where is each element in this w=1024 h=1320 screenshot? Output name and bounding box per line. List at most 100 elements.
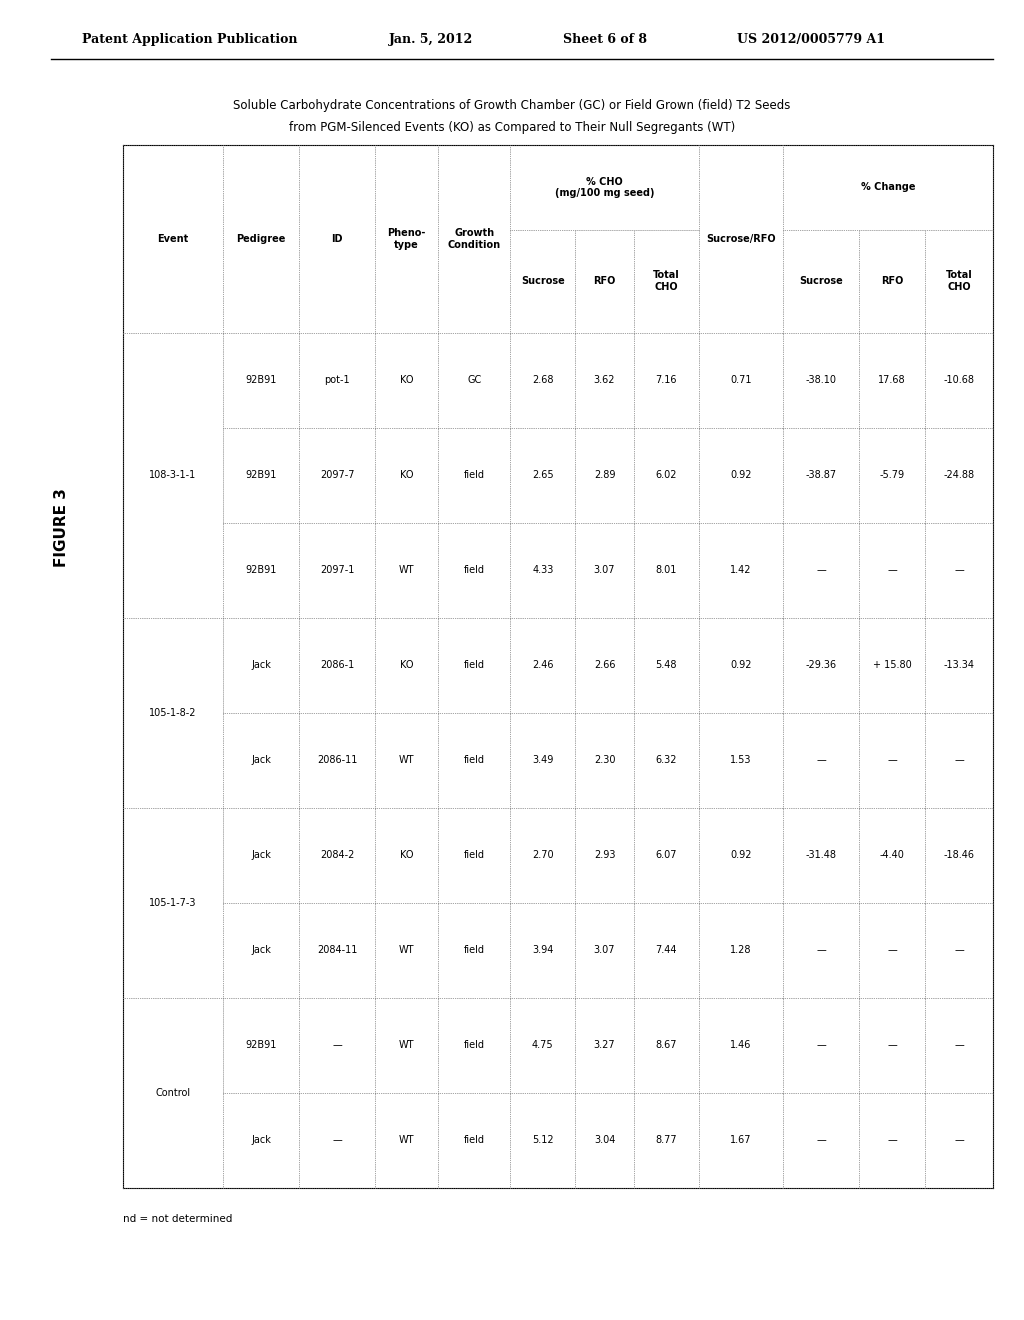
Text: KO: KO	[400, 470, 414, 480]
Text: Growth
Condition: Growth Condition	[447, 228, 501, 249]
Text: field: field	[464, 755, 484, 766]
Text: RFO: RFO	[881, 276, 903, 286]
Text: 2.70: 2.70	[532, 850, 554, 861]
Text: US 2012/0005779 A1: US 2012/0005779 A1	[737, 33, 886, 46]
Text: 1.46: 1.46	[730, 1040, 752, 1051]
Text: 7.44: 7.44	[655, 945, 677, 956]
Text: 2086-11: 2086-11	[316, 755, 357, 766]
Text: 0.92: 0.92	[730, 660, 752, 671]
Text: —: —	[954, 755, 964, 766]
Text: —: —	[816, 755, 826, 766]
Text: 108-3-1-1: 108-3-1-1	[150, 470, 197, 480]
Text: 92B91: 92B91	[246, 470, 276, 480]
Text: -10.68: -10.68	[943, 375, 975, 385]
Text: WT: WT	[399, 1135, 415, 1146]
Text: —: —	[816, 565, 826, 576]
Text: ID: ID	[332, 234, 343, 244]
Text: -31.48: -31.48	[806, 850, 837, 861]
Text: —: —	[816, 1040, 826, 1051]
Text: 92B91: 92B91	[246, 1040, 276, 1051]
Text: —: —	[887, 945, 897, 956]
Text: 5.48: 5.48	[655, 660, 677, 671]
Text: 2.46: 2.46	[532, 660, 554, 671]
Text: 4.33: 4.33	[532, 565, 553, 576]
Text: -5.79: -5.79	[880, 470, 904, 480]
Text: field: field	[464, 945, 484, 956]
Text: 2086-1: 2086-1	[319, 660, 354, 671]
Text: KO: KO	[400, 850, 414, 861]
Text: 105-1-8-2: 105-1-8-2	[150, 708, 197, 718]
Text: field: field	[464, 1040, 484, 1051]
Text: 2097-7: 2097-7	[319, 470, 354, 480]
Text: 8.01: 8.01	[655, 565, 677, 576]
Text: 2097-1: 2097-1	[319, 565, 354, 576]
Text: 92B91: 92B91	[246, 375, 276, 385]
Text: 2.30: 2.30	[594, 755, 615, 766]
Text: Jack: Jack	[251, 945, 271, 956]
Text: —: —	[332, 1135, 342, 1146]
Text: 0.92: 0.92	[730, 470, 752, 480]
Text: 2.89: 2.89	[594, 470, 615, 480]
Text: -38.87: -38.87	[806, 470, 837, 480]
Text: -13.34: -13.34	[943, 660, 975, 671]
Text: —: —	[332, 1040, 342, 1051]
Text: 5.12: 5.12	[532, 1135, 554, 1146]
Text: 3.07: 3.07	[594, 565, 615, 576]
Text: Total
CHO: Total CHO	[653, 271, 680, 292]
Text: 17.68: 17.68	[879, 375, 906, 385]
Text: —: —	[887, 755, 897, 766]
Text: Total
CHO: Total CHO	[945, 271, 973, 292]
Text: —: —	[887, 1135, 897, 1146]
Text: field: field	[464, 470, 484, 480]
Text: 2.68: 2.68	[532, 375, 554, 385]
Text: field: field	[464, 1135, 484, 1146]
Text: 2084-11: 2084-11	[316, 945, 357, 956]
Text: —: —	[887, 565, 897, 576]
Text: -18.46: -18.46	[943, 850, 975, 861]
Text: Sucrose: Sucrose	[800, 276, 843, 286]
Text: field: field	[464, 565, 484, 576]
Text: WT: WT	[399, 755, 415, 766]
Text: —: —	[954, 1040, 964, 1051]
Text: RFO: RFO	[593, 276, 615, 286]
Text: 3.07: 3.07	[594, 945, 615, 956]
Text: 2.93: 2.93	[594, 850, 615, 861]
Text: Jan. 5, 2012: Jan. 5, 2012	[389, 33, 473, 46]
Text: field: field	[464, 850, 484, 861]
Text: —: —	[954, 1135, 964, 1146]
Text: GC: GC	[467, 375, 481, 385]
Text: Patent Application Publication: Patent Application Publication	[82, 33, 297, 46]
Text: —: —	[954, 565, 964, 576]
Text: 1.42: 1.42	[730, 565, 752, 576]
Text: 1.28: 1.28	[730, 945, 752, 956]
Text: 2.66: 2.66	[594, 660, 615, 671]
Text: + 15.80: + 15.80	[872, 660, 911, 671]
Text: Pheno-
type: Pheno- type	[387, 228, 426, 249]
Text: nd = not determined: nd = not determined	[123, 1214, 232, 1225]
Text: -4.40: -4.40	[880, 850, 904, 861]
Text: Sheet 6 of 8: Sheet 6 of 8	[563, 33, 647, 46]
Text: Control: Control	[156, 1088, 190, 1098]
Text: KO: KO	[400, 660, 414, 671]
Text: 1.67: 1.67	[730, 1135, 752, 1146]
Text: WT: WT	[399, 1040, 415, 1051]
Text: 3.49: 3.49	[532, 755, 553, 766]
Text: 92B91: 92B91	[246, 565, 276, 576]
Text: Pedigree: Pedigree	[237, 234, 286, 244]
Text: % Change: % Change	[861, 182, 915, 193]
Text: % CHO
(mg/100 mg seed): % CHO (mg/100 mg seed)	[555, 177, 654, 198]
Text: —: —	[816, 945, 826, 956]
Text: —: —	[816, 1135, 826, 1146]
Text: 3.27: 3.27	[594, 1040, 615, 1051]
Text: Jack: Jack	[251, 1135, 271, 1146]
Text: 0.92: 0.92	[730, 850, 752, 861]
Text: WT: WT	[399, 945, 415, 956]
Text: -38.10: -38.10	[806, 375, 837, 385]
Text: 6.07: 6.07	[655, 850, 677, 861]
Text: from PGM-Silenced Events (KO) as Compared to Their Null Segregants (WT): from PGM-Silenced Events (KO) as Compare…	[289, 121, 735, 135]
Text: Jack: Jack	[251, 755, 271, 766]
Text: 8.77: 8.77	[655, 1135, 677, 1146]
Text: Sucrose/RFO: Sucrose/RFO	[707, 234, 776, 244]
Text: -24.88: -24.88	[943, 470, 975, 480]
Text: FIGURE 3: FIGURE 3	[54, 488, 69, 568]
